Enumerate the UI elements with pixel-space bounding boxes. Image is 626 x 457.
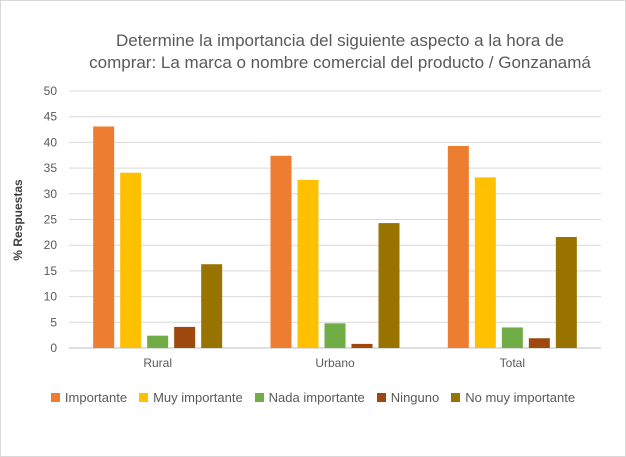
y-tick-label: 0: [50, 341, 57, 355]
chart-title-line-1: Determine la importancia del siguiente a…: [116, 31, 564, 50]
legend-label: No muy importante: [465, 390, 576, 405]
legend-swatch: [376, 393, 386, 402]
bar-urbano-ninguno: [351, 343, 373, 348]
legend-swatch: [50, 393, 60, 402]
gridlines: [69, 90, 601, 349]
chart-title-line-2: comprar: La marca o nombre comercial del…: [89, 53, 591, 72]
y-tick-label: 20: [44, 238, 58, 252]
bar-rural-muy-importante: [120, 172, 142, 348]
bar-rural-importante: [93, 126, 115, 348]
x-tick-label: Total: [500, 356, 525, 370]
x-tick-label: Rural: [143, 356, 172, 370]
bar-total-nada-importante: [501, 327, 523, 348]
x-tick-label: Urbano: [315, 356, 355, 370]
y-tick-label: 10: [44, 290, 58, 304]
legend-item: No muy importante: [451, 390, 575, 405]
x-tick-labels: Rural Urbano Total: [143, 356, 525, 370]
bars: [93, 126, 577, 348]
y-tick-labels: 0 5 10 15 20 25 30 35 40 45 50: [44, 84, 58, 355]
legend-label: Ninguno: [390, 390, 440, 405]
bar-rural-nada-importante: [147, 335, 169, 348]
bar-total-ninguno: [528, 338, 550, 348]
bar-rural-no-muy-importante: [201, 264, 223, 348]
bar-total-importante: [447, 145, 469, 348]
y-tick-label: 50: [44, 84, 58, 98]
legend: Importante Muy importante Nada importante N…: [0, 390, 626, 405]
legend-item: Ninguno: [376, 390, 440, 405]
y-tick-label: 45: [44, 110, 58, 124]
y-tick-label: 35: [44, 161, 58, 175]
legend-swatch: [139, 393, 149, 402]
y-axis-label: % Respuestas: [11, 179, 25, 261]
y-tick-label: 25: [44, 213, 58, 227]
bar-total-no-muy-importante: [555, 236, 577, 348]
legend-item: Importante: [50, 390, 128, 405]
y-tick-label: 40: [44, 135, 58, 149]
y-tick-label: 5: [50, 315, 57, 329]
y-tick-label: 15: [44, 264, 58, 278]
legend-swatch: [451, 393, 461, 402]
bar-rural-ninguno: [174, 326, 196, 348]
bar-urbano-no-muy-importante: [378, 223, 400, 348]
legend-item: Muy importante: [139, 390, 243, 405]
chart-title: Determine la importancia del siguiente a…: [60, 30, 620, 74]
legend-label: Muy importante: [153, 390, 243, 405]
legend-label: Nada importante: [268, 390, 365, 405]
bar-total-muy-importante: [474, 177, 496, 348]
bar-urbano-importante: [270, 155, 292, 348]
legend-label: Importante: [64, 390, 128, 405]
legend-swatch: [254, 393, 264, 402]
bar-urbano-muy-importante: [297, 179, 319, 348]
legend-item: Nada importante: [254, 390, 365, 405]
bar-urbano-nada-importante: [324, 323, 346, 348]
y-tick-label: 30: [44, 187, 58, 201]
